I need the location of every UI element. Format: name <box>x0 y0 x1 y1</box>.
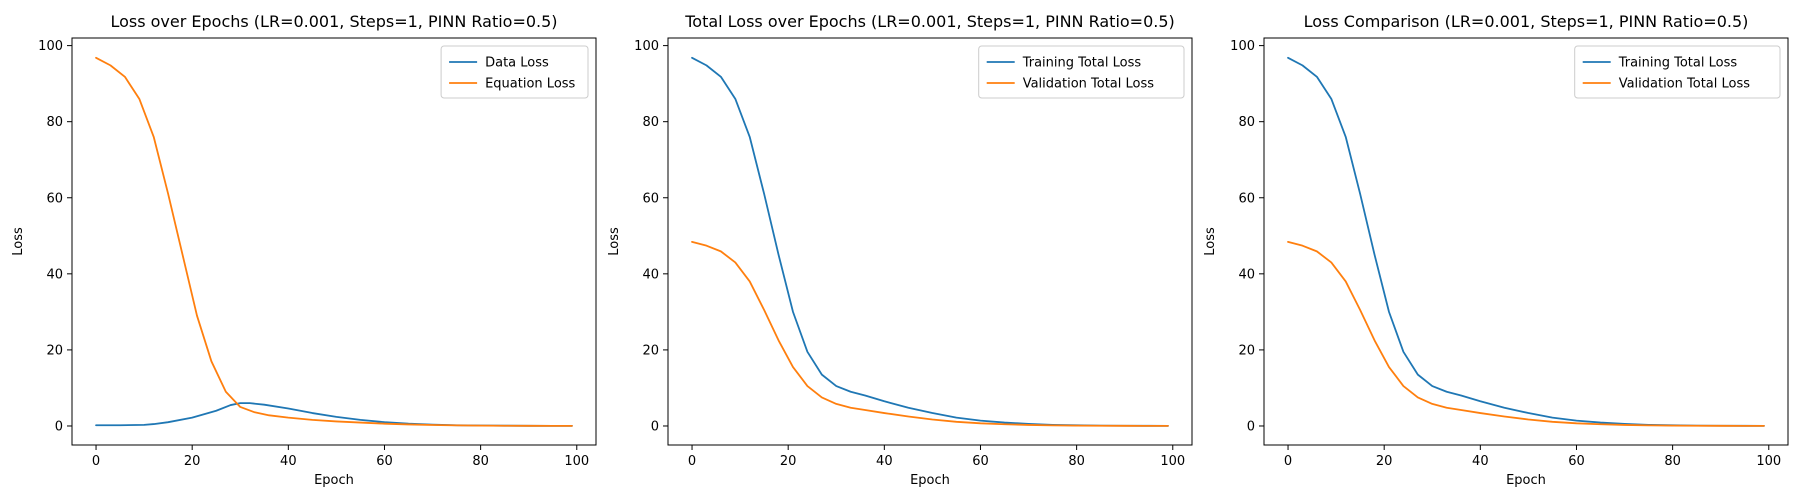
legend-box <box>978 45 1185 99</box>
y-tick-label: 80 <box>1238 115 1255 130</box>
y-tick-label: 60 <box>1238 191 1255 206</box>
chart-panel-1: Loss over Epochs (LR=0.001, Steps=1, PIN… <box>11 12 597 488</box>
x-tick-label: 20 <box>184 454 201 469</box>
x-tick-label: 40 <box>876 454 893 469</box>
axes-frame <box>667 37 1193 446</box>
x-tick-label: 0 <box>688 454 696 469</box>
x-tick-label: 80 <box>1664 454 1681 469</box>
y-tick-label: 80 <box>46 115 63 130</box>
x-tick-label: 20 <box>1376 454 1393 469</box>
chart-title: Loss over Epochs (LR=0.001, Steps=1, PIN… <box>110 12 557 31</box>
y-tick-label: 40 <box>1238 267 1255 282</box>
series-line-data-loss <box>95 402 573 427</box>
legend: Data Loss Equation Loss <box>440 45 589 99</box>
legend-label: Equation Loss <box>485 77 575 92</box>
x-tick-label: 60 <box>1568 454 1585 469</box>
y-tick-label: 20 <box>642 343 659 358</box>
chart-title: Loss Comparison (LR=0.001, Steps=1, PINN… <box>1304 12 1749 31</box>
y-tick-label: 40 <box>46 267 63 282</box>
legend-label: Training Total Loss <box>1618 56 1738 71</box>
x-tick-label: 40 <box>280 454 297 469</box>
legend-box <box>440 45 589 99</box>
x-tick-label: 100 <box>1756 454 1781 469</box>
y-axis-label: Loss <box>1203 227 1218 256</box>
y-tick-label: 80 <box>642 115 659 130</box>
y-tick-label: 20 <box>46 343 63 358</box>
legend: Training Total Loss Validation Total Loss <box>978 45 1185 99</box>
y-tick-label: 100 <box>634 39 659 54</box>
series-line-training-total-loss <box>1287 56 1765 427</box>
x-tick-label: 80 <box>1068 454 1085 469</box>
legend-box <box>1574 45 1781 99</box>
chart-panel-3: Loss Comparison (LR=0.001, Steps=1, PINN… <box>1203 12 1789 488</box>
series-line-training-total-loss <box>691 56 1169 427</box>
x-tick-label: 60 <box>376 454 393 469</box>
axes-frame <box>71 37 597 446</box>
series-line-validation-total-loss <box>1287 240 1765 427</box>
series-line-equation-loss <box>95 56 573 427</box>
y-tick-label: 0 <box>55 419 63 434</box>
y-tick-label: 60 <box>46 191 63 206</box>
y-tick-label: 100 <box>1230 39 1255 54</box>
y-tick-label: 0 <box>651 419 659 434</box>
x-tick-label: 60 <box>972 454 989 469</box>
x-axis-label: Epoch <box>1506 473 1546 488</box>
legend-label: Validation Total Loss <box>1023 77 1155 92</box>
axes-frame <box>1263 37 1789 446</box>
x-tick-label: 0 <box>1284 454 1292 469</box>
x-axis-label: Epoch <box>314 473 354 488</box>
y-tick-label: 40 <box>642 267 659 282</box>
chart-title: Total Loss over Epochs (LR=0.001, Steps=… <box>684 12 1175 31</box>
x-tick-label: 40 <box>1472 454 1489 469</box>
y-axis-label: Loss <box>607 227 622 256</box>
x-axis-label: Epoch <box>910 473 950 488</box>
legend: Training Total Loss Validation Total Loss <box>1574 45 1781 99</box>
x-tick-label: 20 <box>780 454 797 469</box>
y-tick-label: 0 <box>1247 419 1255 434</box>
series-line-validation-total-loss <box>691 240 1169 427</box>
y-tick-label: 60 <box>642 191 659 206</box>
y-axis-label: Loss <box>11 227 26 256</box>
y-tick-label: 20 <box>1238 343 1255 358</box>
y-tick-label: 100 <box>38 39 63 54</box>
x-tick-label: 100 <box>1160 454 1185 469</box>
legend-label: Validation Total Loss <box>1619 77 1751 92</box>
x-tick-label: 0 <box>92 454 100 469</box>
legend-label: Training Total Loss <box>1022 56 1142 71</box>
x-tick-label: 80 <box>472 454 489 469</box>
chart-panel-2: Total Loss over Epochs (LR=0.001, Steps=… <box>607 12 1193 488</box>
x-tick-label: 100 <box>564 454 589 469</box>
legend-label: Data Loss <box>485 56 549 71</box>
